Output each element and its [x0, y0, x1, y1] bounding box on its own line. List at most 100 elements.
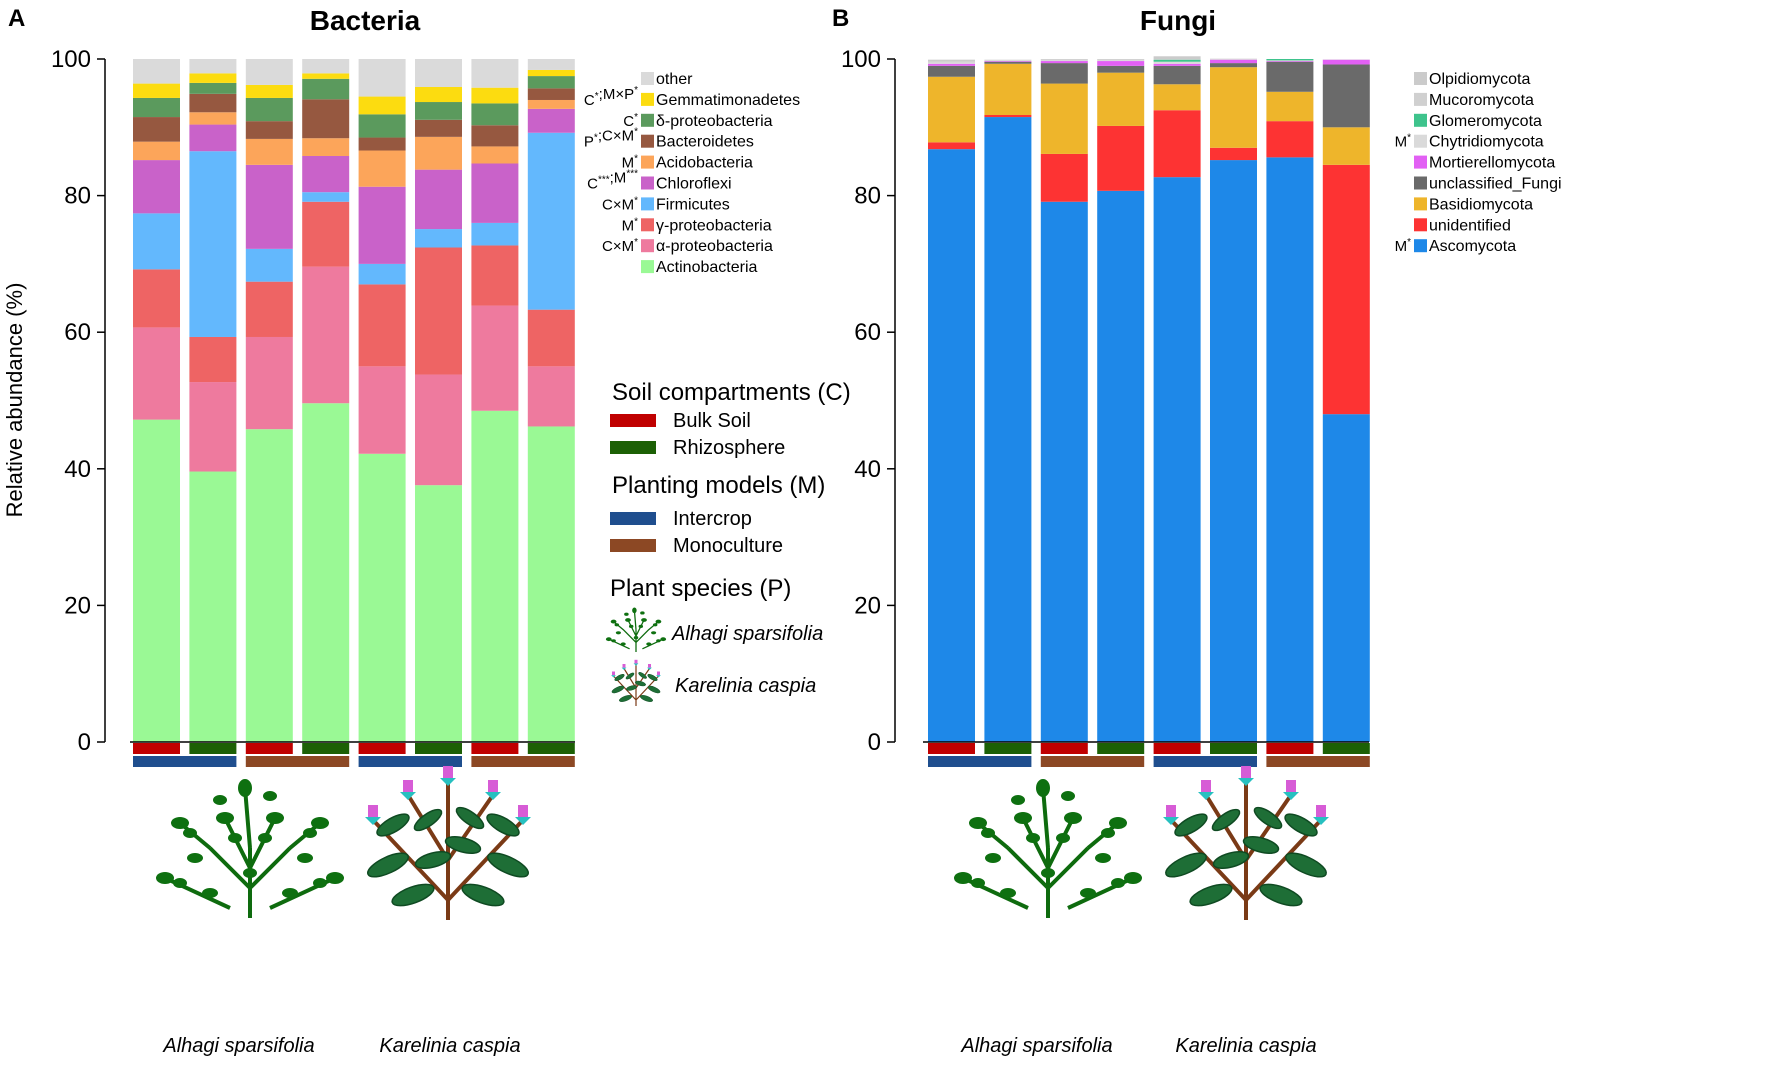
bar-segment [1322, 414, 1370, 742]
bar-segment [984, 63, 1032, 116]
bar-segment [527, 99, 575, 109]
legend-significance: C***;M*** [587, 169, 638, 193]
legend-significance: M* [622, 216, 639, 234]
alhagi-illustration-a [154, 777, 346, 920]
bar-segment [928, 149, 975, 742]
bar-segment [302, 201, 350, 267]
bar-segment [302, 266, 350, 404]
bar-segment [1153, 59, 1201, 60]
karelinia-illustration-b [1160, 764, 1332, 922]
bar-segment [928, 61, 975, 63]
bar-segment [415, 247, 462, 375]
bar-segment [1153, 61, 1201, 64]
bar-segment [1040, 61, 1088, 64]
models-title: Planting models (M) [612, 472, 825, 499]
bar-segment [189, 382, 237, 472]
legend-swatch [641, 72, 654, 85]
legend-swatch [641, 92, 654, 106]
bar-segment [1210, 59, 1257, 60]
bar-segment [1097, 125, 1145, 191]
y-tick-label: 40 [64, 456, 91, 483]
legend-label: Chloroflexi [656, 176, 732, 193]
bar-segment [984, 60, 1032, 62]
bar-segment [1266, 61, 1314, 62]
legend-significance: C×M* [602, 195, 638, 213]
legend-label: Gemmatimonadetes [656, 92, 800, 109]
bar-segment [358, 137, 406, 151]
legend-swatch [641, 113, 654, 127]
bar-segment [1097, 190, 1145, 743]
bar-segment [471, 222, 519, 246]
bar-segment [415, 87, 462, 103]
bar-segment [527, 59, 575, 70]
bar-segment [1097, 59, 1145, 60]
legend-swatch [641, 218, 654, 232]
bar-segment [133, 419, 180, 742]
bar-segment [1040, 60, 1088, 62]
bar-segment [1040, 59, 1088, 61]
y-tick-label: 80 [64, 183, 91, 210]
legend-label: Actinobacteria [656, 259, 757, 276]
bar-segment [358, 453, 406, 742]
bar-segment [1153, 56, 1201, 59]
bar-segment [245, 281, 293, 337]
bar-segment [527, 69, 575, 77]
legend-label: Olpidiomycota [1429, 71, 1530, 88]
legend-significance: M* [622, 154, 639, 172]
bar-segment [1153, 63, 1201, 66]
bar-segment [1322, 64, 1370, 128]
bar-segment [1097, 60, 1145, 62]
panel-a-label: A [8, 5, 25, 32]
karelinia-illustration-a [362, 764, 534, 922]
legend-significance: M* [1395, 237, 1412, 255]
bar-segment [1153, 65, 1201, 85]
y-tick-label: 100 [51, 46, 91, 73]
compartment-code-cell [358, 743, 406, 754]
model-code-cell [1040, 756, 1145, 767]
compartment-code-cell [1040, 743, 1088, 754]
bar-segment [471, 103, 519, 126]
bar-segment [1210, 67, 1257, 148]
bar-segment [1040, 153, 1088, 202]
bulk-label: Bulk Soil [673, 410, 751, 432]
y-tick-label: 0 [868, 729, 881, 756]
legend-label: Mucoromycota [1429, 92, 1534, 109]
model-code-cell [1153, 756, 1257, 767]
bar-segment [984, 61, 1032, 62]
legend-significance: C* [623, 112, 638, 130]
bar-segment [471, 410, 519, 742]
compartment-code-cell [928, 743, 975, 754]
legend-label: δ-proteobacteria [656, 113, 773, 130]
bar-segment [189, 112, 237, 125]
intercrop-label: Intercrop [673, 508, 752, 530]
mono-swatch [610, 539, 656, 552]
bar-segment [415, 374, 462, 486]
bar-segment [527, 309, 575, 367]
bar-segment [928, 65, 975, 77]
legend-significance: C*;M×P* [584, 85, 638, 109]
compartment-code-cell [245, 743, 293, 754]
legend-label: unclassified_Fungi [1429, 176, 1562, 193]
bar-segment [1266, 91, 1314, 122]
bar-segment [415, 119, 462, 137]
plant-label-a-left: Alhagi sparsifolia [162, 1035, 314, 1057]
bar-segment [1040, 83, 1088, 154]
y-tick-label: 60 [64, 319, 91, 346]
bar-segment [1040, 63, 1088, 84]
legend-label: other [656, 71, 693, 88]
species-2-label: Karelinia caspia [675, 675, 816, 697]
bar-segment [1153, 84, 1201, 111]
bar-segment [245, 59, 293, 85]
bar-segment [984, 59, 1032, 61]
bar-segment [471, 163, 519, 223]
bar-segment [133, 160, 180, 214]
model-code-cell [928, 756, 1032, 767]
y-tick-label: 0 [78, 729, 91, 756]
bar-segment [302, 403, 350, 742]
compartment-code-cell [189, 743, 237, 754]
bar-segment [984, 61, 1032, 64]
legend-swatch [641, 197, 654, 211]
legend-significance: M* [1395, 133, 1412, 151]
bar-segment [928, 76, 975, 143]
bar-segment [928, 63, 975, 66]
